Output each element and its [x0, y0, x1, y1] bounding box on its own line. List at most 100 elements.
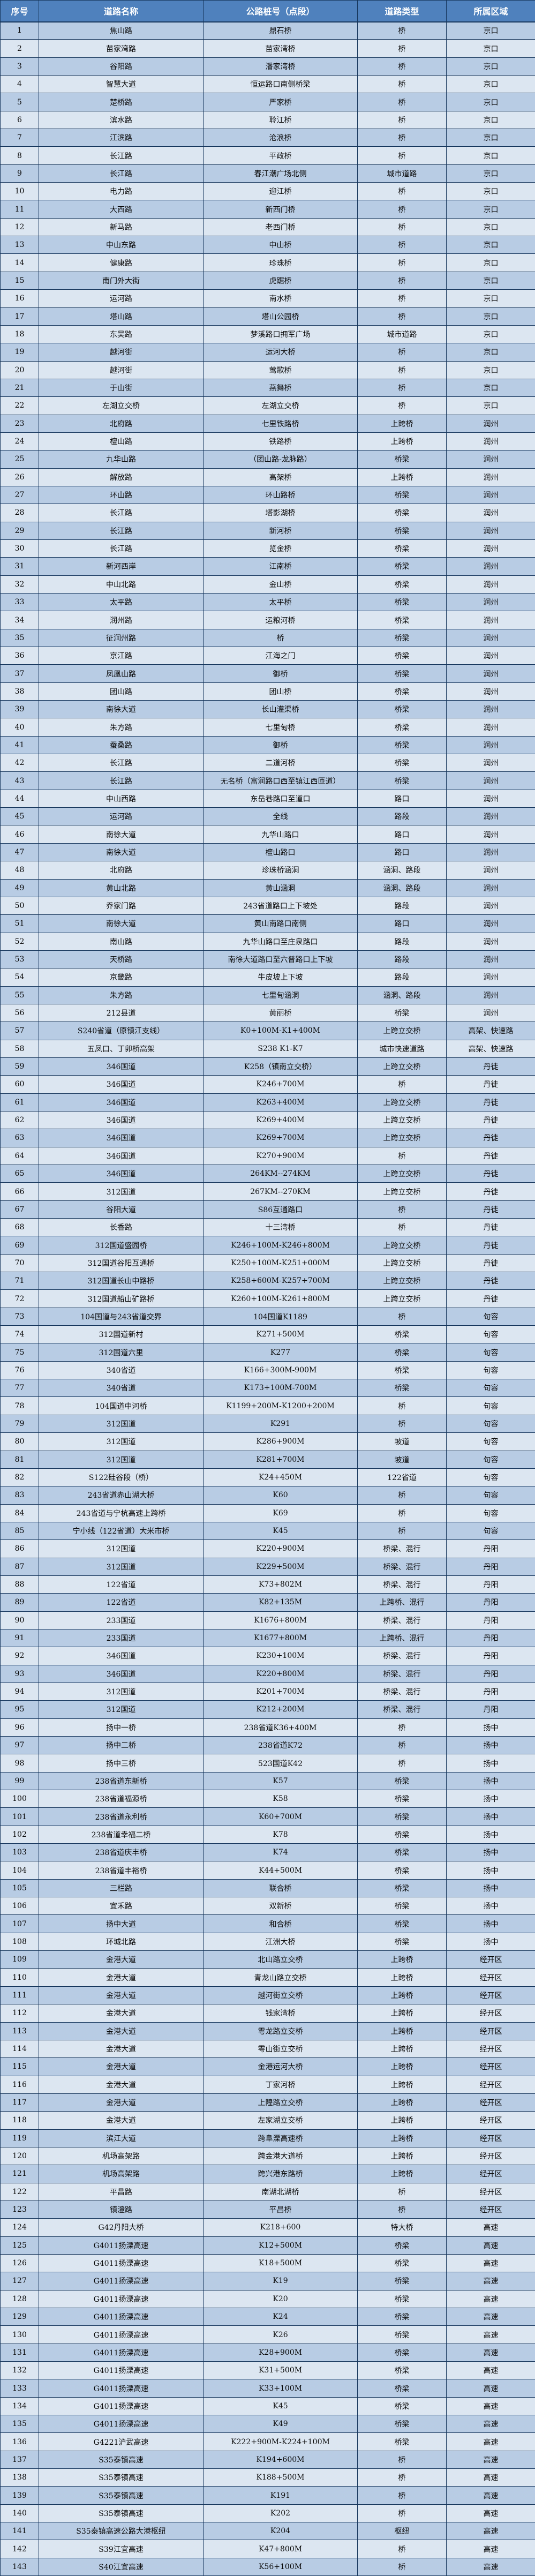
table-row: 67 谷阳大道 S86互通路口桥丹徒: [0, 1200, 535, 1219]
cell-index: 10: [0, 182, 39, 201]
cell-index: 143: [0, 2557, 39, 2576]
cell-index: 12: [0, 217, 39, 237]
table-row: 42 长江路 二道河桥 桥梁 润州: [0, 754, 535, 772]
cell-stake-number: 长山灌渠桥: [203, 700, 358, 719]
cell-road-type: 桥梁: [357, 1325, 447, 1344]
cell-road-name: 扬中一桥: [39, 1718, 204, 1737]
cell-stake-number: K246+100M-K246+800M: [203, 1236, 358, 1255]
cell-index: 26: [0, 468, 39, 486]
cell-road-type: 桥梁: [357, 1879, 447, 1898]
cell-region: 润州: [446, 878, 535, 897]
cell-stake-number: 铁路桥: [203, 432, 358, 451]
cell-region: 润州: [446, 504, 535, 522]
table-row: 138 S35泰镇高速 K188+500M 桥高速: [0, 2468, 535, 2487]
table-row: 137 S35泰镇高速 K194+600M 桥高速: [0, 2450, 535, 2469]
cell-road-name: 运河路: [39, 807, 204, 826]
cell-index: 141: [0, 2522, 39, 2541]
cell-stake-number: K194+600M: [203, 2450, 358, 2469]
cell-region: 扬中: [446, 1879, 535, 1898]
cell-stake-number: 左家湖立交桥: [203, 2111, 358, 2130]
cell-road-type: 城市道路: [357, 325, 447, 344]
cell-road-name: G4011扬溧高速: [39, 2272, 204, 2290]
cell-road-type: 桥: [357, 146, 447, 165]
cell-index: 99: [0, 1771, 39, 1791]
cell-road-name: 于山街: [39, 378, 204, 397]
cell-road-type: 城市快速道路: [357, 1039, 447, 1058]
cell-index: 13: [0, 236, 39, 254]
table-row: 74 312国道新村 K271+500M 桥梁 句容: [0, 1325, 535, 1344]
table-row: 15 南门外大街 虎踞桥桥京口: [0, 271, 535, 290]
table-row: 48 北府路 珍珠桥涵洞 涵洞、路段 润州: [0, 861, 535, 880]
cell-index: 22: [0, 396, 39, 415]
cell-index: 127: [0, 2272, 39, 2290]
cell-index: 94: [0, 1682, 39, 1701]
cell-region: 句容: [446, 1486, 535, 1505]
cell-road-type: 上跨桥: [357, 432, 447, 451]
table-row: 117 金港大道 上隍路立交桥 上跨桥 经开区: [0, 2093, 535, 2112]
cell-index: 71: [0, 1272, 39, 1290]
table-row: 56 212县道 黄丽桥 桥梁 润州: [0, 1003, 535, 1023]
cell-region: 京口: [446, 75, 535, 94]
cell-region: 经开区: [446, 2022, 535, 2040]
cell-index: 102: [0, 1825, 39, 1844]
cell-index: 56: [0, 1003, 39, 1023]
cell-road-type: 桥梁、混行: [357, 1575, 447, 1594]
cell-stake-number: 238省道K36+400M: [203, 1718, 358, 1737]
cell-road-type: 桥梁: [357, 450, 447, 469]
cell-region: 经开区: [446, 2165, 535, 2183]
cell-road-name: 乔家门路: [39, 896, 204, 915]
table-row: 39 南徐大道 长山灌渠桥 桥梁 润州: [0, 700, 535, 719]
cell-road-type: 桥梁: [357, 575, 447, 594]
cell-index: 90: [0, 1611, 39, 1629]
cell-stake-number: K20: [203, 2289, 358, 2309]
cell-index: 41: [0, 735, 39, 755]
cell-region: 扬中: [446, 1932, 535, 1951]
cell-stake-number: 七里铁路桥: [203, 414, 358, 433]
table-row: 123 镇澄路 平昌桥桥经开区: [0, 2200, 535, 2219]
cell-region: 丹阳: [446, 1575, 535, 1594]
cell-index: 129: [0, 2307, 39, 2326]
cell-region: 润州: [446, 450, 535, 469]
cell-road-type: 上跨立交桥: [357, 1129, 447, 1147]
cell-index: 17: [0, 307, 39, 326]
cell-region: 句容: [446, 1343, 535, 1362]
cell-road-type: 桥梁、混行: [357, 1611, 447, 1629]
table-row: 125 G4011扬溧高速 K12+500M 桥梁 高速: [0, 2236, 535, 2255]
cell-region: 高速: [446, 2540, 535, 2558]
table-row: 38 团山路 团山桥 桥梁 润州: [0, 682, 535, 701]
cell-stake-number: 无名桥（富润路口西至镇江西匝道）: [203, 771, 358, 790]
cell-road-type: 桥梁、混行: [357, 1647, 447, 1665]
table-row: 90 233国道 K1676+800M 桥梁、混行 丹阳: [0, 1611, 535, 1629]
table-row: 31 新河西岸 江南桥 桥梁 润州: [0, 557, 535, 576]
table-row: 37 凤凰山路 御桥 桥梁 润州: [0, 664, 535, 683]
cell-index: 2: [0, 39, 39, 58]
table-row: 91 233国道 K1677+800M 上跨桥、混行 丹阳: [0, 1628, 535, 1648]
cell-road-type: 上跨桥: [357, 2075, 447, 2094]
cell-index: 67: [0, 1200, 39, 1219]
table-row: 9 长江路 春江潮广场北侧 城市道路 京口: [0, 164, 535, 183]
cell-road-type: 特大桥: [357, 2218, 447, 2237]
cell-stake-number: 左湖立交桥: [203, 396, 358, 415]
cell-index: 64: [0, 1146, 39, 1166]
cell-index: 23: [0, 414, 39, 433]
cell-stake-number: 联合桥: [203, 1879, 358, 1898]
cell-stake-number: 老西门桥: [203, 217, 358, 237]
cell-stake-number: 黄山涵洞: [203, 878, 358, 897]
cell-region: 句容: [446, 1325, 535, 1344]
table-row: 79 312国道 K291 桥句容: [0, 1414, 535, 1433]
cell-road-name: 塔山路: [39, 307, 204, 326]
cell-road-type: 桥: [357, 217, 447, 237]
table-row: 5 楚桥路 严家桥桥京口: [0, 93, 535, 111]
cell-stake-number: K270+900M: [203, 1146, 358, 1166]
table-row: 13 中山东路 中山桥桥京口: [0, 236, 535, 254]
table-row: 40 朱方路 七里甸桥 桥梁 润州: [0, 718, 535, 737]
cell-index: 31: [0, 557, 39, 576]
cell-road-name: 长江路: [39, 754, 204, 772]
cell-index: 44: [0, 789, 39, 808]
table-row: 107 扬中大道 和合桥 桥梁 扬中: [0, 1914, 535, 1933]
cell-road-name: 长江路: [39, 771, 204, 790]
cell-stake-number: 东岳巷路口至道口: [203, 789, 358, 808]
cell-index: 16: [0, 289, 39, 308]
table-row: 135 G4011扬溧高速 K49 桥梁 高速: [0, 2415, 535, 2434]
cell-road-type: 桥: [357, 343, 447, 362]
